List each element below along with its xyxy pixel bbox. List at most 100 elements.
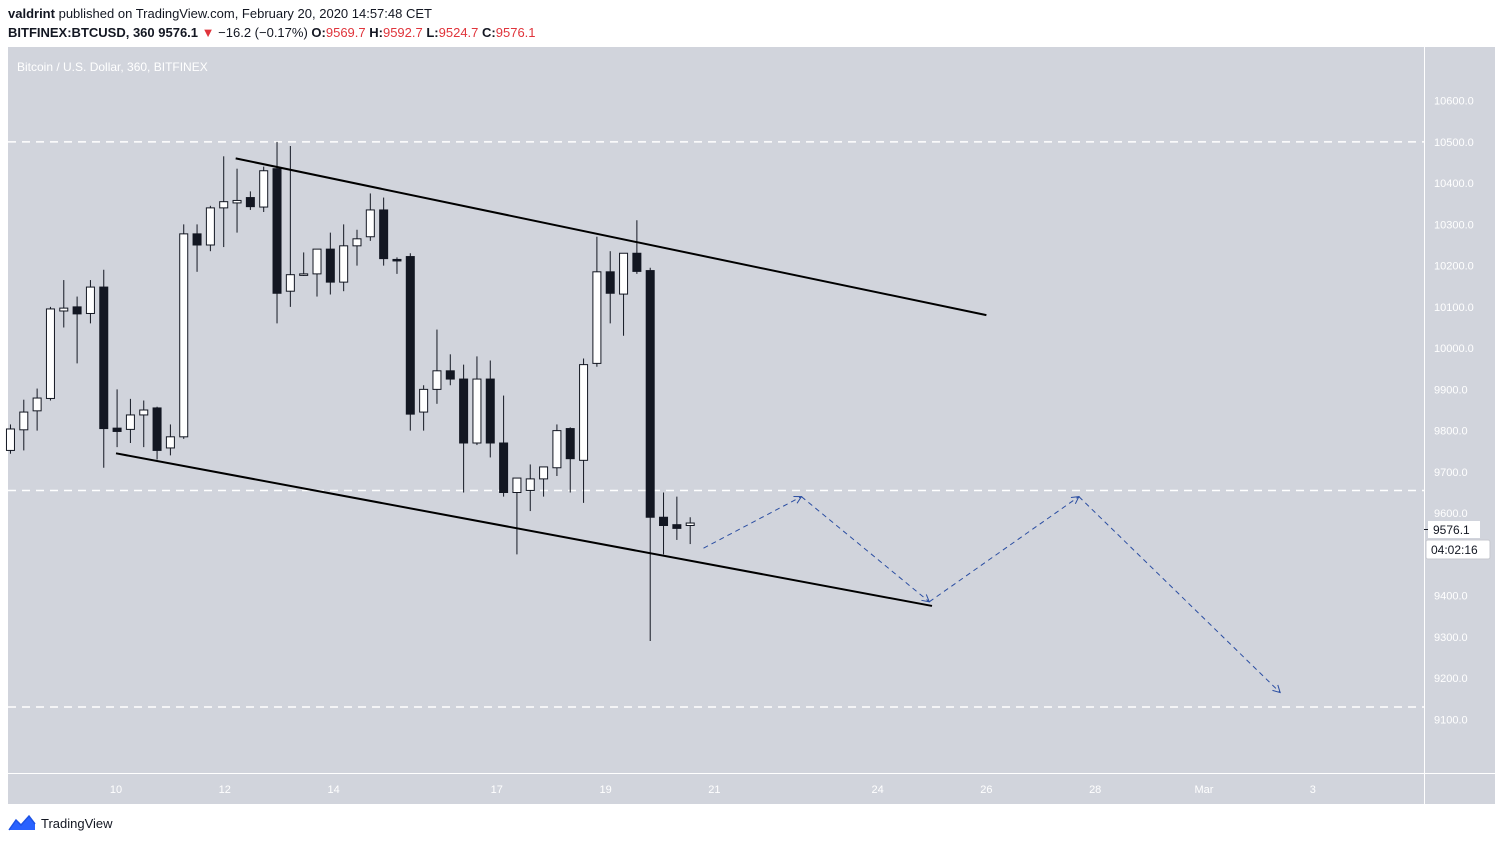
candle <box>445 354 455 386</box>
candle-body <box>405 256 415 415</box>
candle <box>579 358 589 503</box>
candle <box>112 389 122 448</box>
candle-body <box>459 378 469 444</box>
candle-body <box>205 207 215 246</box>
candle <box>592 236 602 367</box>
candle <box>165 424 175 456</box>
candle-body <box>645 270 655 518</box>
ohlc-line: BITFINEX:BTCUSD, 360 9576.1 ▼ −16.2 (−0.… <box>8 25 536 40</box>
candle-body <box>432 370 442 390</box>
candle <box>472 356 482 446</box>
candle <box>285 146 295 307</box>
candle-body <box>179 233 189 438</box>
candle-body <box>232 199 242 204</box>
y-tick-label: 9300.0 <box>1434 632 1468 644</box>
projection-segment <box>928 496 1080 603</box>
y-tick-label: 10400.0 <box>1434 178 1474 190</box>
tradingview-logo-icon[interactable] <box>8 814 36 832</box>
y-tick-label: 9800.0 <box>1434 426 1468 438</box>
y-tick-label: 9200.0 <box>1434 673 1468 685</box>
candle <box>152 406 162 460</box>
projection-segment <box>1078 496 1281 693</box>
candle <box>499 395 509 497</box>
x-tick-label: 19 <box>599 784 611 796</box>
candle-body <box>392 258 402 262</box>
candle-body <box>99 286 109 430</box>
candle-body <box>192 233 202 246</box>
y-tick-label: 10500.0 <box>1434 137 1474 149</box>
close-value: 9576.1 <box>495 25 536 40</box>
candle <box>299 252 309 276</box>
y-tick-label: 10600.0 <box>1434 96 1474 108</box>
symbol-label: BITFINEX:BTCUSD, 360 <box>8 25 155 40</box>
candle-body <box>272 168 282 294</box>
candle-body <box>59 307 69 312</box>
candle <box>219 156 229 248</box>
candle <box>632 220 642 274</box>
candle <box>312 248 322 297</box>
candle-body <box>512 477 522 493</box>
footer: TradingView <box>8 814 113 832</box>
price-axis[interactable] <box>1424 47 1495 773</box>
y-tick-label: 10300.0 <box>1434 219 1474 231</box>
x-tick-label: 24 <box>871 784 883 796</box>
candle <box>365 193 375 241</box>
candle <box>45 306 55 401</box>
close-label: C: <box>482 25 496 40</box>
time-axis[interactable] <box>8 773 1495 804</box>
plot-area[interactable] <box>8 47 1424 773</box>
candle-body <box>365 209 375 238</box>
candles <box>5 141 695 641</box>
candle-body <box>285 274 295 292</box>
candle <box>192 224 202 272</box>
y-tick-label: 10100.0 <box>1434 302 1474 314</box>
candle-body <box>139 409 149 416</box>
published-text: published on TradingView.com, February 2… <box>58 6 432 21</box>
channel-line-upper <box>235 157 987 317</box>
candle-body <box>72 306 82 315</box>
candle <box>339 224 349 292</box>
candle-body <box>565 428 575 460</box>
y-tick-label: 9700.0 <box>1434 467 1468 479</box>
candle <box>605 251 615 324</box>
candle-body <box>112 427 122 432</box>
candle <box>245 191 255 210</box>
candle-body <box>619 252 629 295</box>
candle <box>139 400 149 448</box>
y-tick-label: 9100.0 <box>1434 714 1468 726</box>
candle <box>432 329 442 404</box>
candle-body <box>165 436 175 449</box>
candle <box>379 197 389 266</box>
candle-body <box>259 170 269 208</box>
candle-body <box>352 238 362 247</box>
price-badge-bg <box>1428 521 1480 538</box>
candle <box>525 464 535 512</box>
candle <box>672 496 682 540</box>
candle-body <box>632 252 642 272</box>
candle-body <box>539 466 549 480</box>
candle <box>205 205 215 252</box>
high-value: 9592.7 <box>382 25 423 40</box>
candle <box>552 424 562 476</box>
tradingview-logo-text[interactable]: TradingView <box>41 815 113 831</box>
open-label: O: <box>311 25 326 40</box>
candle-body <box>685 522 695 527</box>
low-label: L: <box>426 25 439 40</box>
candle-body <box>672 524 682 529</box>
candle-body <box>552 430 562 469</box>
price-badge-text: 9576.1 <box>1433 523 1470 537</box>
candle-body <box>579 364 589 461</box>
candle-body <box>499 442 509 493</box>
candle-body <box>32 397 42 412</box>
y-tick-label: 9400.0 <box>1434 591 1468 603</box>
chart-title: Bitcoin / U.S. Dollar, 360, BITFINEX <box>17 60 208 74</box>
author-name[interactable]: valdrint <box>8 6 55 21</box>
candle-body <box>485 378 495 444</box>
candle <box>272 141 282 324</box>
candle-body <box>525 478 535 491</box>
x-tick-label: 12 <box>219 784 231 796</box>
channel-lines <box>115 157 987 607</box>
y-tick-label: 9600.0 <box>1434 508 1468 520</box>
candle <box>259 166 269 212</box>
